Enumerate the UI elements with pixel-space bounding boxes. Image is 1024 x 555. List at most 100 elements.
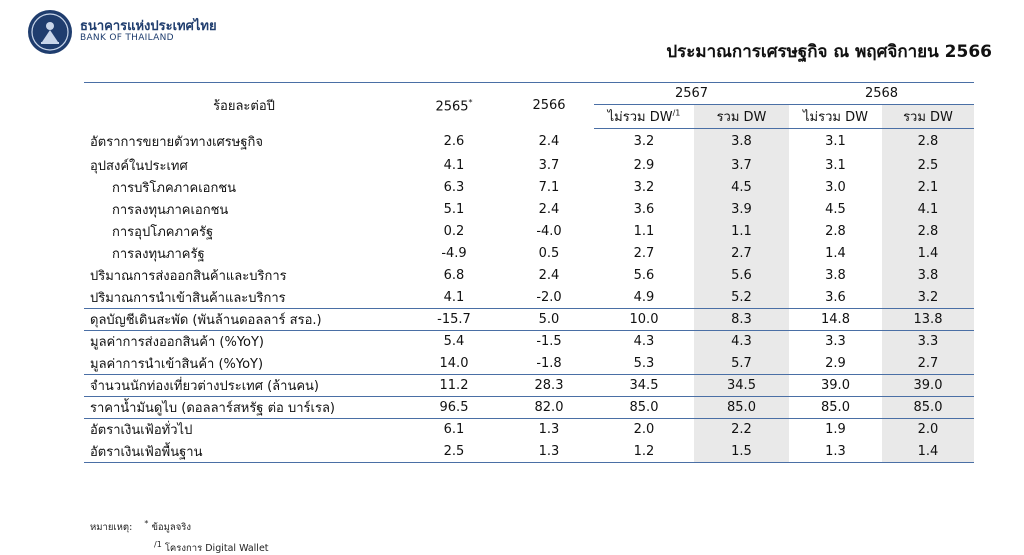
cell-value: 2.0 (882, 418, 974, 441)
row-label: การลงทุนภาคเอกชน (112, 203, 229, 218)
table-row: การบริโภคภาคเอกชน 6.3 7.1 3.2 4.5 3.0 2.… (84, 176, 974, 199)
cell-value: 34.5 (594, 374, 694, 397)
cell-value: 2.8 (882, 220, 974, 243)
cell-value: -15.7 (404, 308, 504, 331)
cell-value: 39.0 (789, 374, 882, 397)
cell-value: 3.7 (694, 154, 789, 177)
row-label: ปริมาณการนำเข้าสินค้าและบริการ (90, 290, 286, 306)
cell-value: 6.3 (443, 180, 465, 195)
row-label: การอุปโภคภาครัฐ (112, 225, 214, 240)
row-label: การลงทุนภาครัฐ (112, 247, 205, 262)
table-row: มูลค่าการนำเข้าสินค้า (%YoY) 14.0 -1.8 5… (84, 352, 974, 375)
logo-thai-text: ธนาคารแห่งประเทศไทย (80, 18, 217, 34)
cell-value: 2.2 (694, 418, 789, 441)
cell-value: 3.9 (694, 198, 789, 221)
cell-value: 3.2 (882, 286, 974, 309)
cell-value: 0.2 (443, 224, 465, 239)
cell-value: 7.1 (538, 180, 560, 195)
cell-value: 3.7 (538, 158, 560, 173)
cell-value: 1.1 (694, 220, 789, 243)
cell-value: 3.1 (825, 134, 846, 150)
cell-value: 2.8 (825, 224, 846, 239)
cell-value: -1.5 (504, 330, 594, 353)
cell-value: 5.4 (404, 330, 504, 353)
cell-value: 3.2 (633, 134, 655, 150)
row-label: อัตราเงินเฟ้อพื้นฐาน (84, 440, 404, 463)
cell-value: 2.4 (538, 268, 560, 283)
row-label: ราคาน้ำมันดูไบ (ดอลลาร์สหรัฐ ต่อ บาร์เรล… (84, 396, 404, 419)
cell-value: 3.6 (825, 289, 846, 305)
row-label: ดุลบัญชีเดินสะพัด (พันล้านดอลลาร์ สรอ.) (84, 308, 404, 331)
cell-value: 4.1 (443, 289, 465, 305)
header-2568: 2568 (789, 82, 974, 105)
cell-value: -4.9 (441, 246, 467, 261)
table-row: ราคาน้ำมันดูไบ (ดอลลาร์สหรัฐ ต่อ บาร์เรล… (84, 396, 974, 419)
header-2565: 2565* (435, 97, 473, 114)
cell-value: 3.6 (633, 202, 655, 217)
cell-value: 3.2 (633, 180, 655, 195)
cell-value: 0.5 (538, 246, 560, 261)
forecast-table: ร้อยละต่อปี 2565* 2566 2567 2568 ไม่รวม … (84, 82, 974, 463)
table-row: ดุลบัญชีเดินสะพัด (พันล้านดอลลาร์ สรอ.) … (84, 308, 974, 331)
cell-value: 85.0 (694, 396, 789, 419)
table-row: การลงทุนภาครัฐ -4.9 0.5 2.7 2.7 1.4 1.4 (84, 242, 974, 265)
header-2567-excl-dw: ไม่รวม DW/1 (594, 104, 694, 129)
cell-value: 1.4 (825, 246, 846, 261)
row-label: อุปสงค์ในประเทศ (90, 159, 188, 174)
row-label: จำนวนนักท่องเที่ยวต่างประเทศ (ล้านคน) (84, 374, 404, 397)
cell-value: 1.2 (594, 440, 694, 463)
cell-value: 4.1 (882, 198, 974, 221)
cell-value: 85.0 (882, 396, 974, 419)
cell-value: 2.1 (882, 176, 974, 199)
table-row: การลงทุนภาคเอกชน 5.1 2.4 3.6 3.9 4.5 4.1 (84, 198, 974, 221)
header-2568-excl-dw: ไม่รวม DW (789, 104, 882, 129)
cell-value: -4.0 (536, 224, 562, 239)
cell-value: 1.3 (789, 440, 882, 463)
footnote-2-text: โครงการ Digital Wallet (164, 543, 269, 555)
cell-value: 1.5 (694, 440, 789, 463)
header-2567-incl-dw: รวม DW (694, 104, 789, 129)
cell-value: 3.8 (882, 264, 974, 287)
cell-value: 10.0 (594, 308, 694, 331)
cell-value: 4.5 (825, 202, 846, 217)
footnote-2: /1 โครงการ Digital Wallet (154, 540, 269, 555)
cell-value: 5.6 (694, 264, 789, 287)
cell-value: 28.3 (504, 374, 594, 397)
cell-value: 11.2 (404, 374, 504, 397)
cell-value: 6.8 (443, 268, 465, 283)
row-label: ปริมาณการส่งออกสินค้าและบริการ (90, 269, 287, 284)
row-label: อัตราเงินเฟ้อทั่วไป (84, 418, 404, 441)
cell-value: 4.3 (694, 330, 789, 353)
cell-value: 85.0 (789, 396, 882, 419)
cell-value: 14.0 (439, 355, 469, 371)
cell-value: 5.6 (633, 268, 655, 283)
cell-value: 1.1 (633, 224, 655, 239)
cell-value: 96.5 (404, 396, 504, 419)
cell-value: 5.3 (633, 355, 655, 371)
row-label: มูลค่าการส่งออกสินค้า (%YoY) (84, 330, 404, 353)
cell-value: 4.9 (633, 289, 655, 305)
cell-value: 2.7 (694, 242, 789, 265)
cell-value: 2.5 (404, 440, 504, 463)
cell-value: 8.3 (694, 308, 789, 331)
table-row: อุปสงค์ในประเทศ 4.1 3.7 2.9 3.7 3.1 2.5 (84, 154, 974, 177)
cell-value: 3.3 (789, 330, 882, 353)
cell-value: 4.5 (694, 176, 789, 199)
cell-value: 5.1 (443, 202, 465, 217)
logo-english-text: BANK OF THAILAND (80, 33, 174, 44)
cell-value: -1.8 (536, 355, 562, 371)
cell-value: 5.2 (694, 286, 789, 309)
cell-value: 2.7 (633, 246, 655, 261)
header-unit: ร้อยละต่อปี (213, 99, 275, 115)
cell-value: 3.8 (694, 128, 789, 155)
cell-value: 82.0 (504, 396, 594, 419)
table-row: อัตราเงินเฟ้อพื้นฐาน 2.5 1.3 1.2 1.5 1.3… (84, 440, 974, 463)
cell-value: 4.1 (443, 158, 465, 173)
cell-value: 13.8 (882, 308, 974, 331)
cell-value: 4.3 (594, 330, 694, 353)
cell-value: 3.0 (825, 180, 846, 195)
cell-value: 1.4 (882, 242, 974, 265)
cell-value: 3.8 (825, 268, 846, 283)
table-row: จำนวนนักท่องเที่ยวต่างประเทศ (ล้านคน) 11… (84, 374, 974, 397)
cell-value: 1.3 (504, 440, 594, 463)
